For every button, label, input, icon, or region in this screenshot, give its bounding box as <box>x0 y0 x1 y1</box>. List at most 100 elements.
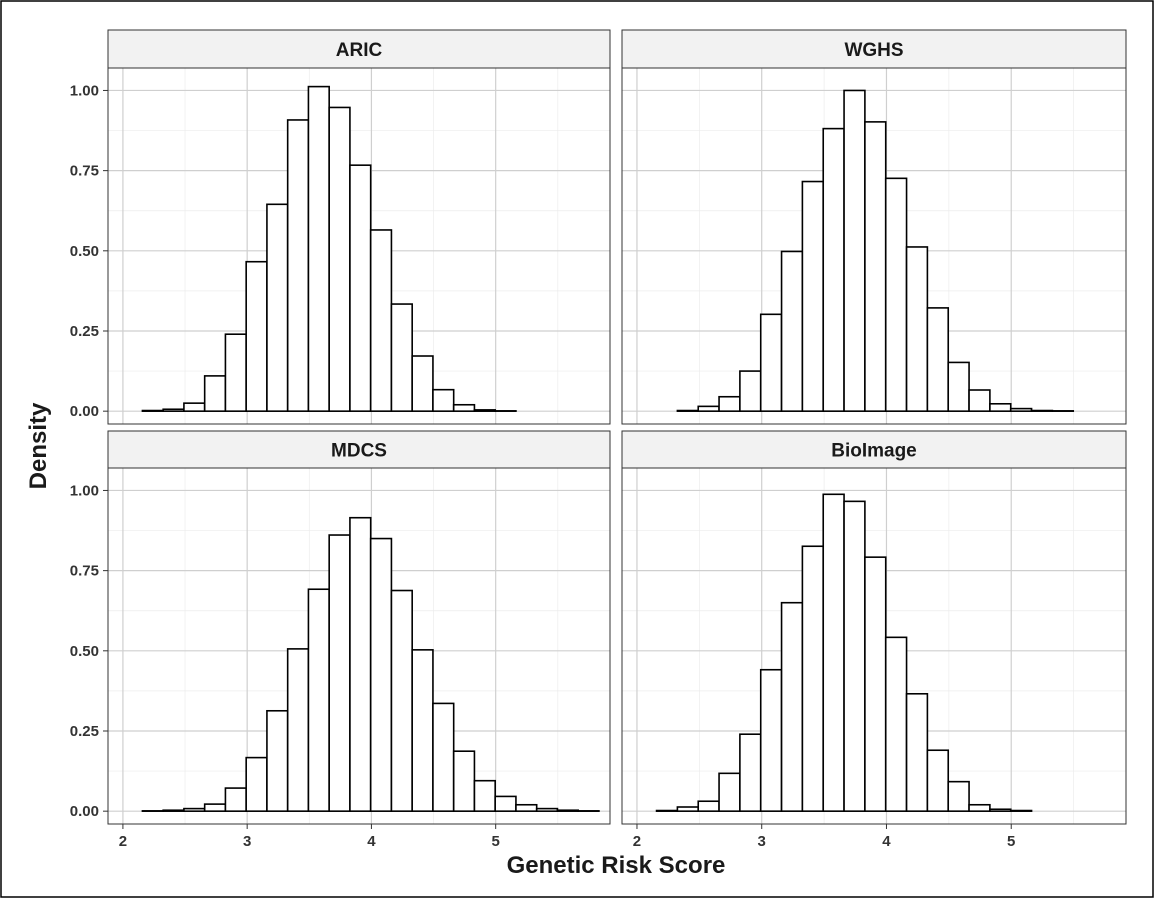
histogram-bar <box>349 164 372 412</box>
histogram-bar <box>162 809 185 812</box>
histogram-bar <box>759 668 783 812</box>
panel-mdcs: MDCS <box>107 430 611 825</box>
x-tick-label: 2 <box>633 833 641 850</box>
facet-strip-wghs <box>621 29 1127 69</box>
histogram-bar <box>266 709 289 812</box>
histogram-bar <box>411 649 434 812</box>
y-tick-label: 0.75 <box>70 563 99 580</box>
histogram-bar <box>801 545 825 812</box>
histogram-bar <box>349 516 372 812</box>
histogram-bar <box>183 402 206 412</box>
histogram-bar <box>162 408 185 412</box>
histogram-bar <box>989 808 1012 812</box>
histogram-bar <box>390 589 413 812</box>
y-axis-title: Density <box>25 402 52 489</box>
histogram-bar <box>245 260 268 412</box>
facet-title: ARIC <box>336 40 383 61</box>
histogram-bar <box>801 180 825 412</box>
histogram-bar <box>759 313 783 412</box>
histogram-bar <box>905 692 929 812</box>
histogram-bar <box>535 807 559 812</box>
histogram-bar <box>822 493 845 812</box>
histogram-bar <box>968 389 991 412</box>
panel-wghs: WGHS <box>621 29 1127 425</box>
y-tick-label: 0.00 <box>70 803 99 820</box>
y-tick-labels: 0.00 0.25 0.50 0.75 1.00 0.00 0.25 0.50 0.75 1.00 <box>70 82 108 820</box>
x-tick-label: 4 <box>882 833 891 850</box>
y-tick-label: 1.00 <box>70 482 99 499</box>
facet-strip-bioimage <box>621 430 1127 469</box>
histogram-bar <box>739 733 762 812</box>
histogram-bar <box>307 588 330 812</box>
histogram-bar <box>224 333 247 412</box>
x-tick-label: 5 <box>1007 833 1015 850</box>
histogram-bar <box>328 534 351 812</box>
histogram-bar <box>989 402 1012 412</box>
x-tick-label: 4 <box>367 833 376 850</box>
facet-panels: ARIC WGHS MDCS BioImage <box>107 29 1127 825</box>
histogram-bar <box>1009 407 1033 412</box>
histogram-bar <box>452 750 476 812</box>
x-tick-label: 5 <box>492 833 500 850</box>
histogram-bar <box>473 409 496 412</box>
histogram-bar <box>822 127 845 412</box>
histogram-bar <box>780 250 804 412</box>
histogram-bar <box>843 500 866 812</box>
y-tick-label: 0.00 <box>70 403 99 420</box>
histogram-bar <box>556 809 579 812</box>
facet-title: MDCS <box>331 441 387 462</box>
facet-strip-mdcs <box>107 430 611 469</box>
y-tick-label: 0.75 <box>70 163 99 180</box>
histogram-bar <box>307 85 330 412</box>
histogram-bar <box>905 246 929 412</box>
x-tick-label: 3 <box>758 833 766 850</box>
histogram-bar <box>224 787 247 812</box>
y-tick-label: 0.50 <box>70 643 99 660</box>
histogram-bar <box>968 803 991 812</box>
histogram-bar <box>884 636 908 812</box>
histogram-bar <box>947 780 970 812</box>
histogram-bar <box>369 229 393 412</box>
histogram-bar <box>390 303 413 412</box>
histogram-bar <box>203 803 227 812</box>
facet-title: WGHS <box>844 40 903 61</box>
histogram-bar <box>864 121 887 412</box>
y-tick-label: 0.50 <box>70 243 99 260</box>
y-tick-label: 0.25 <box>70 723 99 740</box>
histogram-bar <box>676 409 700 412</box>
y-tick-label: 0.25 <box>70 323 99 340</box>
histogram-bar <box>286 119 310 412</box>
histogram-bar <box>369 537 393 812</box>
x-tick-labels: 2 3 4 5 2 3 4 5 <box>119 824 1015 850</box>
histogram-bar <box>947 361 970 412</box>
histogram-bar <box>494 795 517 812</box>
histogram-bar <box>697 800 720 812</box>
panel-bioimage: BioImage <box>621 430 1127 825</box>
histogram-bar <box>328 106 351 412</box>
panel-aric: ARIC <box>107 29 611 425</box>
histogram-bar <box>411 355 434 412</box>
histogram-bar <box>266 203 289 412</box>
y-tick-label: 1.00 <box>70 82 99 99</box>
histogram-bar <box>245 756 268 812</box>
histogram-bar <box>141 409 164 412</box>
histogram-bar <box>739 370 762 412</box>
histogram-bar <box>286 648 310 812</box>
histogram-bar <box>655 809 679 812</box>
histogram-bar <box>697 405 720 412</box>
histogram-bar <box>203 375 227 412</box>
x-tick-label: 2 <box>119 833 127 850</box>
histogram-bar <box>926 307 950 412</box>
histogram-bar <box>718 395 741 412</box>
x-axis-title: Genetic Risk Score <box>507 852 726 879</box>
histogram-bar <box>515 803 538 812</box>
histogram-bar <box>183 807 206 812</box>
facet-strip-aric <box>107 29 611 69</box>
histogram-bar <box>452 403 476 412</box>
histogram-bar <box>884 177 908 412</box>
histogram-bar <box>432 702 455 812</box>
histogram-bar <box>432 388 455 412</box>
histogram-bar <box>780 601 804 812</box>
